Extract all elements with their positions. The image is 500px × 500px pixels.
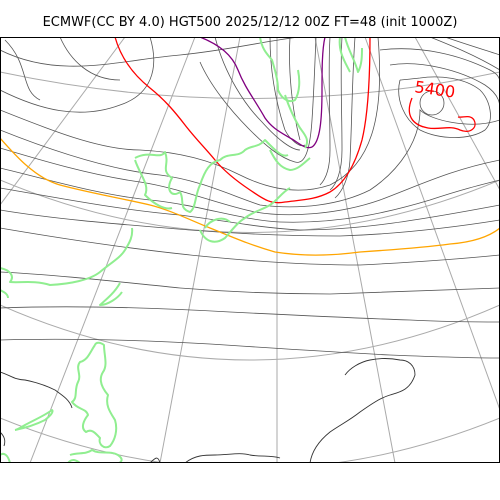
red-contour-5400-right [408, 97, 476, 132]
map-title: ECMWF(CC BY 4.0) HGT500 2025/12/12 00Z F… [42, 15, 458, 30]
height-map: 5400 [0, 37, 500, 463]
low-center-contour [419, 90, 445, 116]
purple-contour [199, 37, 326, 149]
contour-label-5400: 5400 [413, 77, 456, 101]
land-edges [0, 358, 416, 463]
orange-contour [0, 137, 500, 256]
coastlines [0, 37, 363, 463]
red-contour-5400 [114, 37, 371, 204]
gray-contours [0, 37, 500, 359]
